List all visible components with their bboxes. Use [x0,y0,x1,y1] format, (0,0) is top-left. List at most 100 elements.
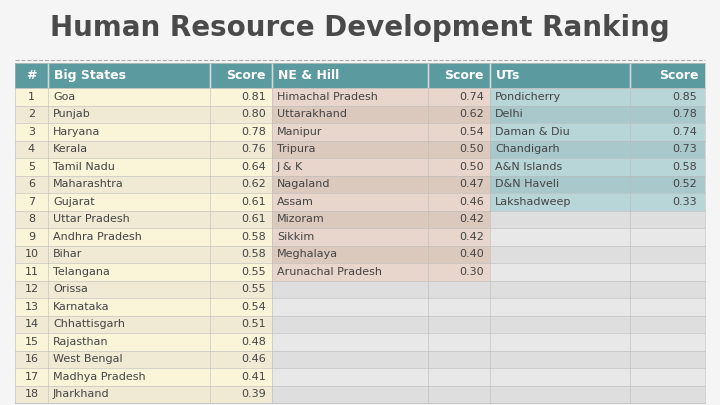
Bar [630,298,705,315]
Bar [428,350,490,368]
Bar [210,333,272,350]
Text: 0.78: 0.78 [241,127,266,137]
Text: Sikkim: Sikkim [277,232,314,242]
Bar [15,211,48,228]
Text: 13: 13 [24,302,38,312]
Bar [210,63,272,88]
Bar [48,105,210,123]
Text: Madhya Pradesh: Madhya Pradesh [53,372,145,382]
Bar [272,158,428,175]
Text: Bihar: Bihar [53,249,82,259]
Bar [210,245,272,263]
Bar [490,245,630,263]
Bar [490,141,630,158]
Bar [630,281,705,298]
Text: #: # [26,69,37,82]
Bar [490,228,630,245]
Text: 12: 12 [24,284,39,294]
Bar [15,333,48,350]
Text: 0.52: 0.52 [672,179,697,189]
Text: Goa: Goa [53,92,76,102]
Text: Orissa: Orissa [53,284,88,294]
Bar [210,88,272,105]
Text: J & K: J & K [277,162,303,172]
Bar [272,63,428,88]
Bar [210,105,272,123]
Text: 0.61: 0.61 [241,214,266,224]
Text: Delhi: Delhi [495,109,523,119]
Text: UTs: UTs [496,69,521,82]
Bar [210,193,272,211]
Text: Telangana: Telangana [53,267,110,277]
Text: Haryana: Haryana [53,127,100,137]
Text: A&N Islands: A&N Islands [495,162,562,172]
Text: 0.40: 0.40 [459,249,484,259]
Text: 0.30: 0.30 [459,267,484,277]
Bar [210,175,272,193]
Bar [428,228,490,245]
Bar [48,350,210,368]
Bar [428,298,490,315]
Bar [210,281,272,298]
Bar [272,141,428,158]
Bar [15,63,48,88]
Bar [48,228,210,245]
Text: Rajasthan: Rajasthan [53,337,109,347]
Text: 0.55: 0.55 [241,267,266,277]
Bar [15,88,48,105]
Bar [48,123,210,141]
Bar [630,333,705,350]
Text: Uttar Pradesh: Uttar Pradesh [53,214,130,224]
Bar [210,386,272,403]
Bar [490,315,630,333]
Text: 4: 4 [28,144,35,154]
Bar [272,105,428,123]
Text: Chandigarh: Chandigarh [495,144,559,154]
Bar [428,368,490,386]
Bar [428,281,490,298]
Bar [272,175,428,193]
Bar [48,88,210,105]
Bar [15,315,48,333]
Text: D&N Haveli: D&N Haveli [495,179,559,189]
Bar [428,88,490,105]
Bar [490,263,630,281]
Bar [15,141,48,158]
Bar [630,88,705,105]
Text: 0.50: 0.50 [459,162,484,172]
Bar [210,298,272,315]
Bar [272,123,428,141]
Bar [210,350,272,368]
Text: NE & Hill: NE & Hill [278,69,339,82]
Text: Punjab: Punjab [53,109,91,119]
Bar [48,193,210,211]
Text: Pondicherry: Pondicherry [495,92,562,102]
Text: Human Resource Development Ranking: Human Resource Development Ranking [50,14,670,42]
Text: Tripura: Tripura [277,144,315,154]
Text: Uttarakhand: Uttarakhand [277,109,347,119]
Text: Score: Score [444,69,484,82]
Bar [15,368,48,386]
Bar [48,263,210,281]
Bar [48,368,210,386]
Text: Manipur: Manipur [277,127,323,137]
Text: 0.46: 0.46 [241,354,266,364]
Bar [272,88,428,105]
Bar [15,175,48,193]
Bar [48,175,210,193]
Text: 0.62: 0.62 [459,109,484,119]
Text: 1: 1 [28,92,35,102]
Bar [272,298,428,315]
Bar [272,281,428,298]
Bar [48,298,210,315]
Bar [428,63,490,88]
Bar [428,263,490,281]
Bar [490,123,630,141]
Text: 10: 10 [24,249,38,259]
Bar [428,175,490,193]
Bar [630,141,705,158]
Bar [630,158,705,175]
Text: Jharkhand: Jharkhand [53,389,109,399]
Bar [630,105,705,123]
Bar [428,333,490,350]
